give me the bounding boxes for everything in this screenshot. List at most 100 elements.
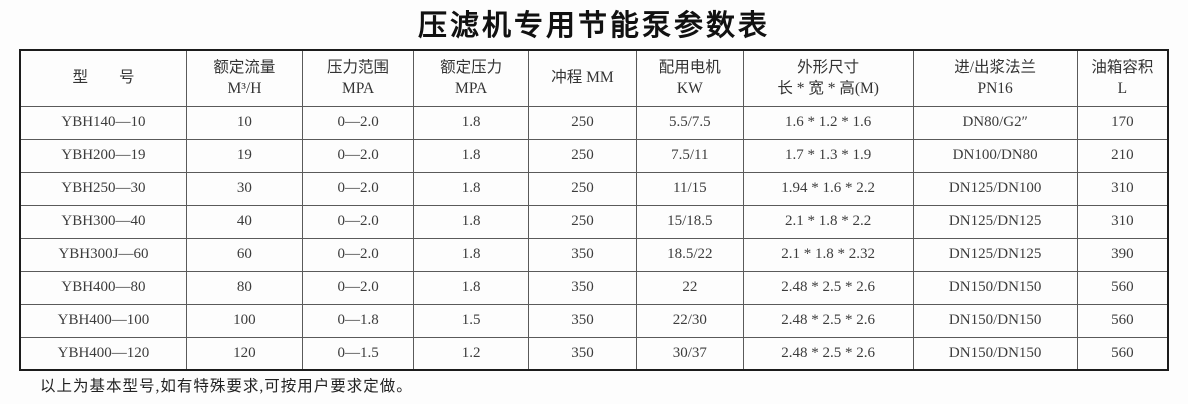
column-header-line: MPA	[341, 80, 375, 98]
column-header: 油箱容积 L	[1076, 49, 1169, 107]
table-cell: 0—1.5	[301, 336, 415, 371]
column-header-line: KW	[676, 80, 703, 98]
table-cell: 1.8	[413, 237, 530, 272]
table-row: YBH300J—60 60 0—2.0 1.8 350 18.5/22 2.1 * 1.8 …	[19, 237, 1169, 272]
table-cell: 1.6 * 1.2 * 1.6	[742, 105, 914, 140]
table-cell: 120	[185, 336, 303, 371]
table-cell: 19	[185, 138, 303, 173]
table-cell: 1.8	[413, 171, 530, 206]
table-cell: DN150/DN150	[912, 303, 1078, 338]
table-cell: 22/30	[635, 303, 744, 338]
table-body: YBH140—10 10 0—2.0 1.8 250 5.5/7.5 1.6 * 1.2 *…	[19, 105, 1169, 371]
column-header: 型 号	[19, 49, 187, 107]
table-cell: DN125/DN125	[912, 204, 1078, 239]
table-cell: 350	[528, 303, 637, 338]
table-cell: 1.8	[413, 204, 530, 239]
table-row: YBH200—19 19 0—2.0 1.8 250 7.5/11 1.7 * 1.3 * …	[19, 138, 1169, 173]
table-cell: YBH300—40	[19, 204, 187, 239]
table-row: YBH300—40 40 0—2.0 1.8 250 15/18.5 2.1 * 1.8 *…	[19, 204, 1169, 239]
table-cell: 0—2.0	[301, 171, 415, 206]
table-row: YBH400—120 120 0—1.5 1.2 350 30/37 2.48 * 2.5 …	[19, 336, 1169, 371]
table-cell: 60	[185, 237, 303, 272]
column-header-line: L	[1117, 80, 1128, 98]
table-cell: 0—2.0	[301, 105, 415, 140]
table-cell: 0—1.8	[301, 303, 415, 338]
table-cell: 310	[1076, 204, 1169, 239]
table-cell: 2.48 * 2.5 * 2.6	[742, 303, 914, 338]
table-cell: 2.48 * 2.5 * 2.6	[742, 270, 914, 305]
table-cell: YBH400—120	[19, 336, 187, 371]
table-cell: 210	[1076, 138, 1169, 173]
column-header-line: 进/出浆法兰	[954, 58, 1037, 76]
table-cell: 0—2.0	[301, 204, 415, 239]
table-cell: 170	[1076, 105, 1169, 140]
table-cell: 15/18.5	[635, 204, 744, 239]
pump-parameters-table: 型 号 额定流量 M³/H 压力范围 MPA 额定压力 MPA 冲程 MM 配用电机 KW 外形尺寸…	[19, 49, 1169, 371]
table-cell: 310	[1076, 171, 1169, 206]
table-cell: 7.5/11	[635, 138, 744, 173]
table-cell: 40	[185, 204, 303, 239]
table-cell: DN150/DN150	[912, 270, 1078, 305]
footnote: 以上为基本型号,如有特殊要求,可按用户要求定做。	[40, 378, 413, 395]
table-cell: 560	[1076, 270, 1169, 305]
table-header-row: 型 号 额定流量 M³/H 压力范围 MPA 额定压力 MPA 冲程 MM 配用电机 KW 外形尺寸…	[19, 49, 1169, 107]
table-row: YBH140—10 10 0—2.0 1.8 250 5.5/7.5 1.6 * 1.2 *…	[19, 105, 1169, 140]
table-cell: DN150/DN150	[912, 336, 1078, 371]
table-cell: 10	[185, 105, 303, 140]
column-header-line: 型 号	[72, 69, 135, 87]
table-cell: 30	[185, 171, 303, 206]
table-cell: 560	[1076, 336, 1169, 371]
table-cell: YBH250—30	[19, 171, 187, 206]
column-header: 压力范围 MPA	[301, 49, 415, 107]
table-cell: 2.1 * 1.8 * 2.32	[742, 237, 914, 272]
table-cell: DN125/DN100	[912, 171, 1078, 206]
table-cell: 350	[528, 336, 637, 371]
table-cell: 390	[1076, 237, 1169, 272]
table-cell: 80	[185, 270, 303, 305]
table-cell: YBH400—80	[19, 270, 187, 305]
column-header-line: 额定压力	[440, 58, 503, 76]
table-cell: DN100/DN80	[912, 138, 1078, 173]
table-cell: 0—2.0	[301, 270, 415, 305]
table-cell: DN125/DN125	[912, 237, 1078, 272]
table-cell: 2.1 * 1.8 * 2.2	[742, 204, 914, 239]
table-cell: DN80/G2″	[912, 105, 1078, 140]
table-cell: 0—2.0	[301, 138, 415, 173]
table-cell: 560	[1076, 303, 1169, 338]
table-cell: 18.5/22	[635, 237, 744, 272]
column-header: 进/出浆法兰 PN16	[912, 49, 1078, 107]
table-row: YBH400—80 80 0—2.0 1.8 350 22 2.48 * 2.5 * 2.6…	[19, 270, 1169, 305]
table-cell: 1.8	[413, 270, 530, 305]
column-header-line: 长 * 宽 * 高(M)	[777, 80, 879, 98]
column-header-line: M³/H	[227, 80, 262, 98]
table-cell: 1.2	[413, 336, 530, 371]
table-cell: YBH400—100	[19, 303, 187, 338]
table-cell: 0—2.0	[301, 237, 415, 272]
column-header-line: PN16	[977, 80, 1013, 98]
table-row: YBH400—100 100 0—1.8 1.5 350 22/30 2.48 * 2.5 …	[19, 303, 1169, 338]
column-header: 额定压力 MPA	[413, 49, 530, 107]
table-cell: 22	[635, 270, 744, 305]
table-cell: 1.8	[413, 138, 530, 173]
page-title: 压滤机专用节能泵参数表	[417, 10, 770, 42]
table-cell: 11/15	[635, 171, 744, 206]
table-cell: 350	[528, 237, 637, 272]
table-cell: 250	[528, 105, 637, 140]
table-cell: 100	[185, 303, 303, 338]
column-header-line: 配用电机	[658, 58, 721, 76]
column-header: 额定流量 M³/H	[185, 49, 303, 107]
table-cell: 250	[528, 138, 637, 173]
table-cell: YBH140—10	[19, 105, 187, 140]
table-cell: YBH200—19	[19, 138, 187, 173]
column-header: 配用电机 KW	[635, 49, 744, 107]
table-cell: 250	[528, 171, 637, 206]
table-cell: 5.5/7.5	[635, 105, 744, 140]
table-cell: 1.7 * 1.3 * 1.9	[742, 138, 914, 173]
table-row: YBH250—30 30 0—2.0 1.8 250 11/15 1.94 * 1.6 * …	[19, 171, 1169, 206]
table-cell: 1.5	[413, 303, 530, 338]
column-header-line: 额定流量	[213, 58, 276, 76]
table-cell: 250	[528, 204, 637, 239]
column-header-line: MPA	[455, 80, 488, 98]
column-header-line: 油箱容积	[1091, 58, 1154, 76]
